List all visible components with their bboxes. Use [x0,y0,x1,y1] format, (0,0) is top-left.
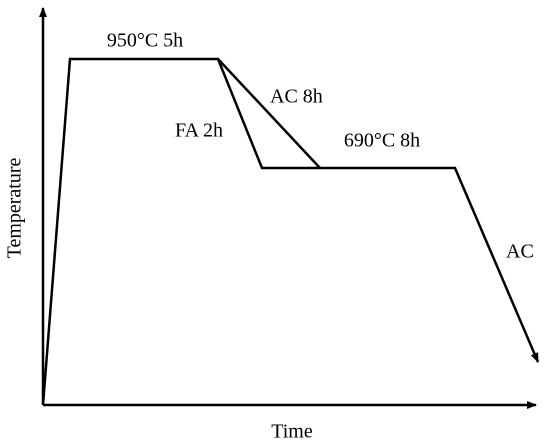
y-axis-label: Temperature [4,157,26,258]
fa-label: FA 2h [175,120,223,142]
solution-label: 950°C 5h [107,30,183,52]
x-axis-label: Time [271,421,313,443]
ac-label: AC 8h [270,86,323,108]
aging-label: 690°C 8h [344,130,420,152]
ac-path [217,58,321,169]
fa-path [41,57,540,406]
final-label: AC [506,241,534,263]
